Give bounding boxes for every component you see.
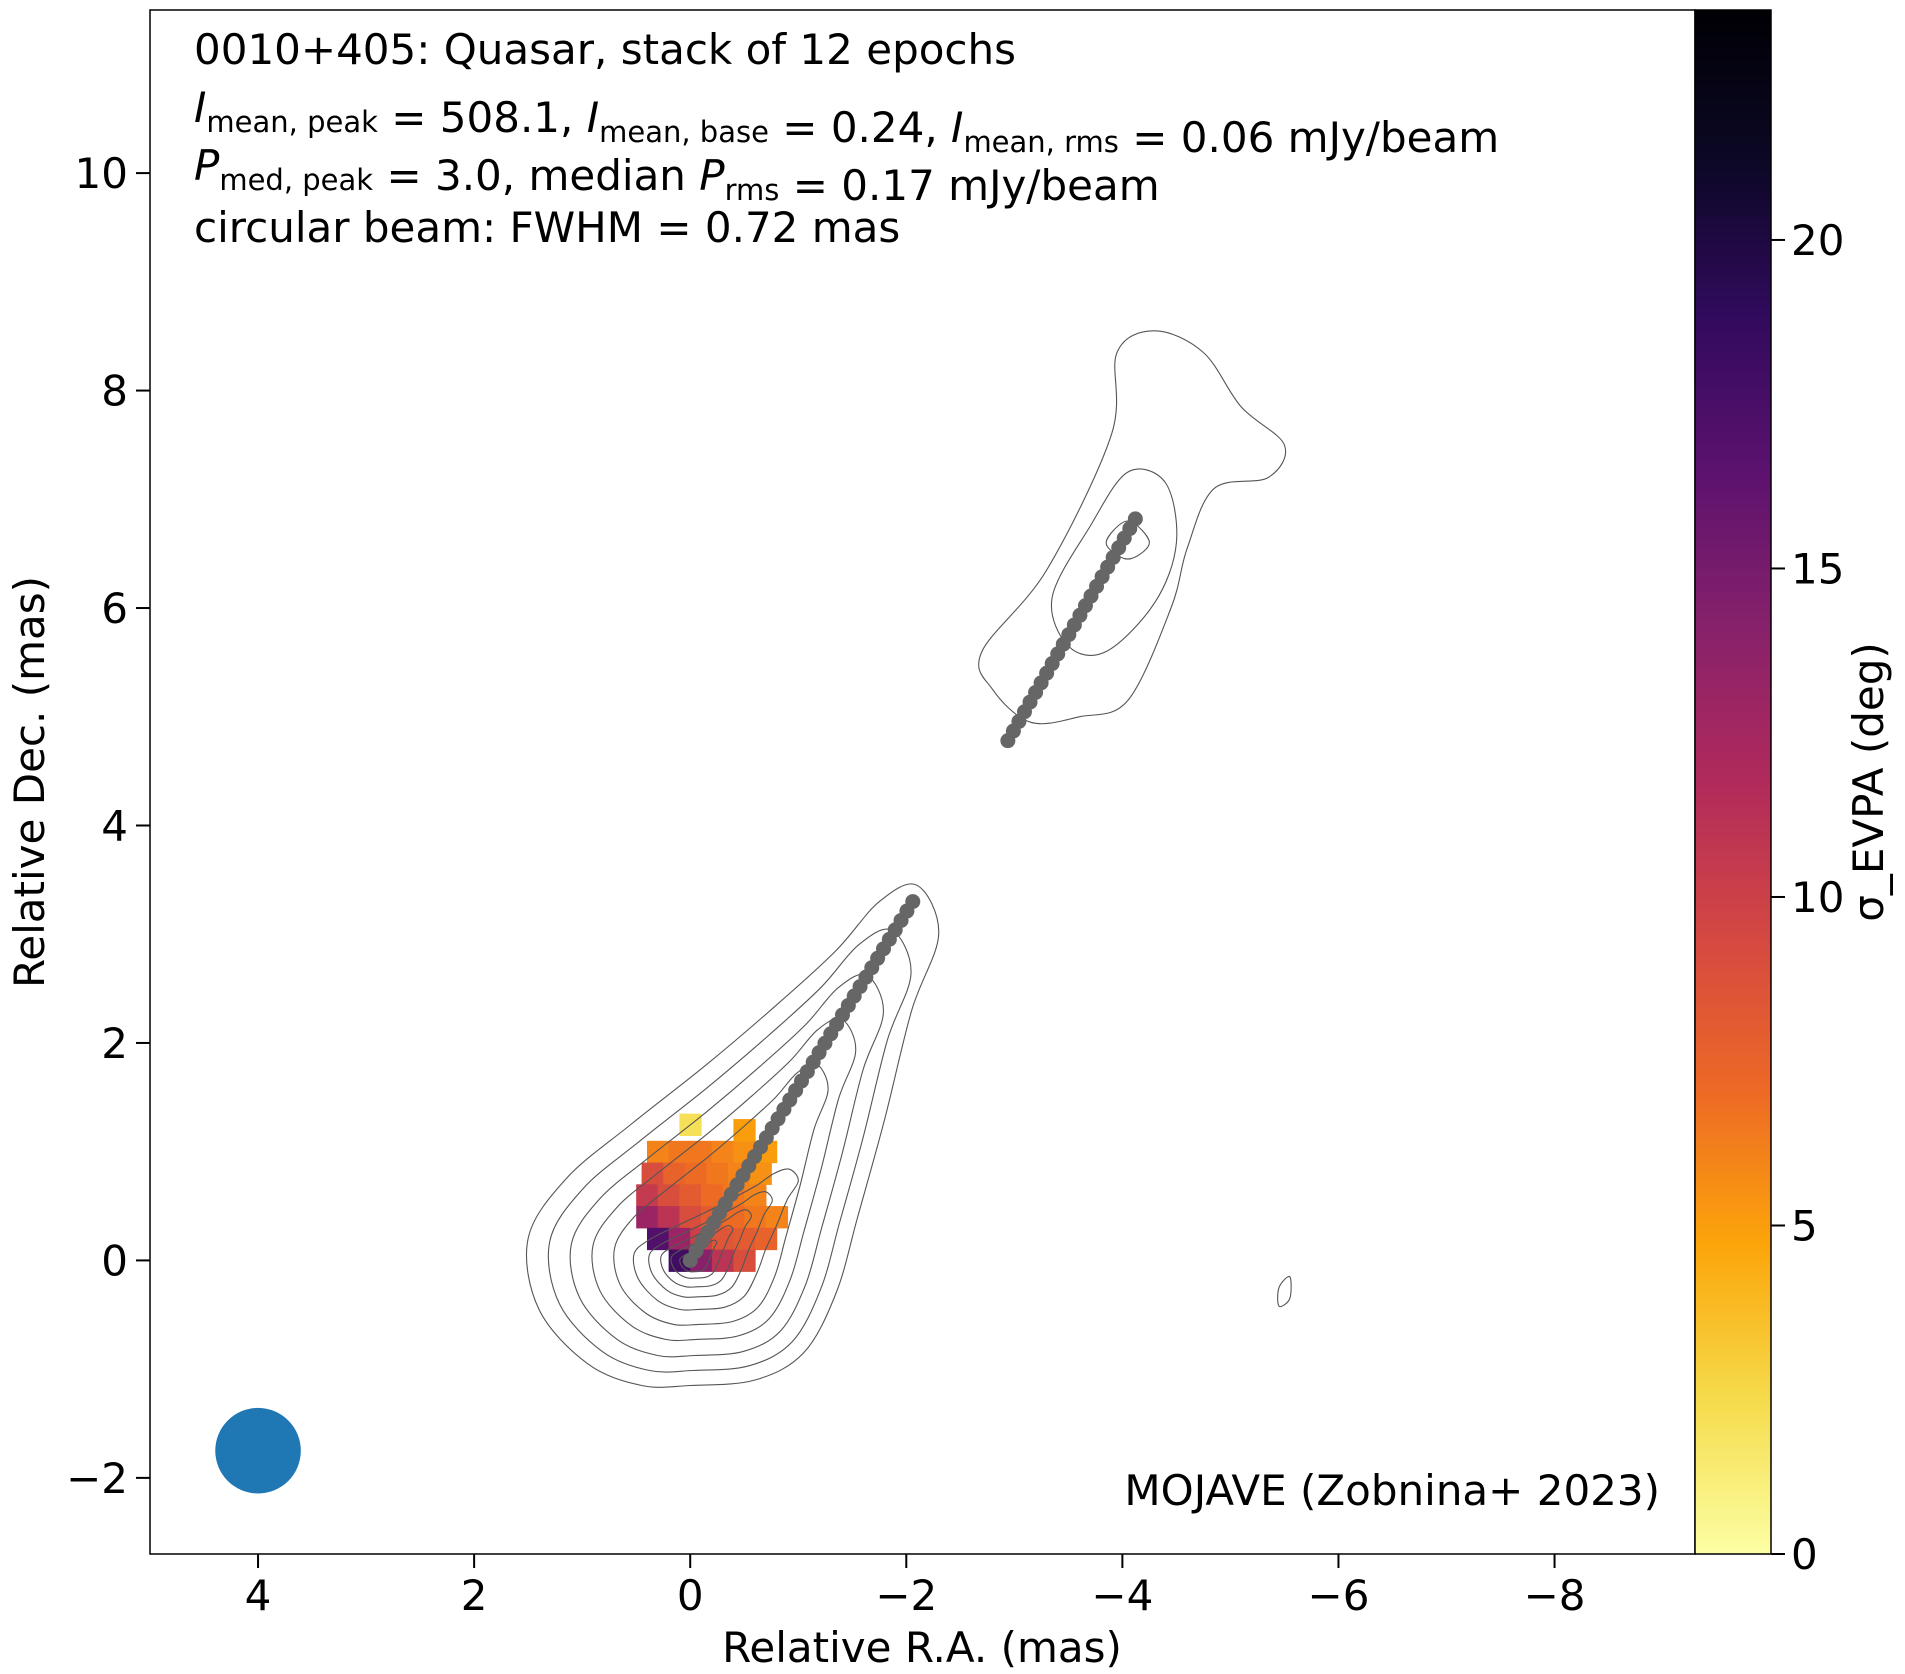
x-tick-label: −2 — [875, 1571, 937, 1620]
ridgeline-layer — [682, 511, 1143, 1268]
x-tick-label: 4 — [245, 1571, 272, 1620]
x-tick-label: −4 — [1091, 1571, 1153, 1620]
intensity-contour — [613, 1063, 829, 1326]
colorbar-label: σ_EVPA (deg) — [1844, 642, 1893, 922]
intensity-contour — [547, 928, 912, 1373]
x-tick-label: 2 — [461, 1571, 488, 1620]
y-axis-ticks: −2 0 2 4 6 8 10 — [66, 149, 150, 1503]
intensity-contour — [660, 1209, 752, 1288]
intensity-contour — [648, 1191, 773, 1298]
x-tick-label: 0 — [677, 1571, 704, 1620]
intensity-contour — [632, 1168, 799, 1311]
y-tick-label: 6 — [101, 584, 128, 633]
colorbar — [1694, 9, 1772, 1555]
y-tick-label: −2 — [66, 1454, 128, 1503]
ridgeline-point — [905, 894, 921, 910]
y-tick-label: 2 — [101, 1019, 128, 1068]
intensity-contour — [525, 883, 940, 1388]
evpa-pixel — [744, 1184, 767, 1207]
evpa-pixel — [641, 1162, 664, 1185]
colorbar-tick-label: 5 — [1791, 1201, 1818, 1250]
y-tick-label: 0 — [101, 1236, 128, 1285]
colorbar-tick-label: 15 — [1791, 544, 1844, 593]
evpa-pixel — [668, 1227, 691, 1251]
intensity-contour — [1277, 1275, 1292, 1308]
beam-layer — [215, 1407, 301, 1494]
title-line-4: circular beam: FWHM = 0.72 mas — [194, 203, 900, 252]
beam-ellipse — [215, 1407, 301, 1494]
intensity-contour — [978, 330, 1287, 725]
evpa-pixel — [679, 1184, 702, 1207]
x-tick-label: −6 — [1308, 1571, 1370, 1620]
evpa-pixel — [657, 1206, 681, 1229]
evpa-pixel — [646, 1227, 670, 1251]
intensity-contour-layer — [525, 330, 1292, 1388]
x-axis-label: Relative R.A. (mas) — [722, 1623, 1122, 1672]
y-tick-label: 4 — [101, 801, 128, 850]
intensity-contour — [670, 1224, 734, 1279]
intensity-contour — [591, 1017, 857, 1342]
intensity-contour — [1050, 468, 1178, 656]
y-tick-label: 8 — [101, 367, 128, 416]
evpa-pixel — [755, 1227, 778, 1251]
evpa-pixel — [706, 1162, 729, 1185]
colorbar-tick-label: 0 — [1791, 1530, 1818, 1579]
y-axis-label: Relative Dec. (mas) — [5, 576, 54, 988]
evpa-pixel — [636, 1206, 659, 1229]
colorbar-ticks: 0 5 10 15 20 — [1771, 216, 1844, 1579]
evpa-pixel — [711, 1140, 735, 1164]
evpa-pixel — [668, 1140, 691, 1164]
evpa-pixel — [657, 1184, 681, 1207]
y-tick-label: 10 — [75, 149, 128, 198]
colorbar-tick-label: 20 — [1791, 216, 1844, 265]
evpa-pixel — [711, 1227, 735, 1251]
colorbar-tick-label: 10 — [1791, 873, 1844, 922]
title-line-2: Imean, peak = 508.1, Imean, base = 0.24,… — [194, 83, 1499, 162]
intensity-contour — [679, 1239, 718, 1273]
x-axis-ticks: 4 2 0 −2 −4 −6 −8 — [245, 1554, 1586, 1620]
evpa-pixel — [679, 1206, 702, 1229]
evpa-pixel — [701, 1184, 724, 1207]
x-tick-label: −8 — [1524, 1571, 1586, 1620]
evpa-pixel — [684, 1162, 708, 1185]
intensity-contour — [569, 973, 884, 1358]
evpa-pixel — [690, 1140, 713, 1164]
evpa-pixel — [733, 1119, 756, 1142]
credit-label: MOJAVE (Zobnina+ 2023) — [1124, 1466, 1660, 1515]
title-line-3: Pmed, peak = 3.0, median Prms = 0.17 mJy… — [194, 141, 1160, 210]
evpa-pixel — [733, 1227, 756, 1251]
plot-area — [150, 10, 1695, 1554]
title-line-1: 0010+405: Quasar, stack of 12 epochs — [194, 25, 1016, 74]
ridgeline-point — [1127, 511, 1143, 527]
